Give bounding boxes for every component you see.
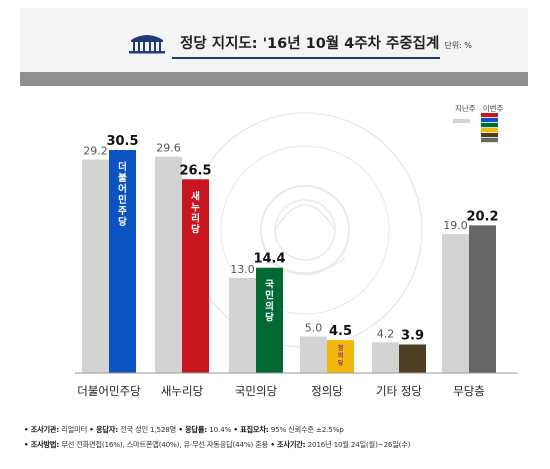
legend-swatches: [453, 113, 498, 143]
watermark-seal: [187, 112, 423, 348]
footnote-item-text: 무선 전화면접(16%), 스마트폰앱(40%), 유·무선 자동응답(44%)…: [61, 440, 269, 449]
category-label-5: 무당층: [453, 384, 485, 398]
bar-curr-2: [256, 267, 283, 373]
bar-curr-0: [109, 150, 136, 373]
bar-curr-1: [182, 179, 209, 373]
footnote-item-label: • 응답률:: [176, 425, 210, 434]
legend-curr-swatch-1: [481, 118, 498, 123]
value-label-curr-1: 26.5: [179, 163, 211, 178]
legend-curr-swatch-0: [481, 113, 498, 118]
chart-title: 정당 지지도: '16년 10월 4주차 주중집계: [180, 36, 440, 52]
footnote-item: • 조사기관: 리얼미터: [24, 425, 87, 434]
footnote-item: • 조사방법: 무선 전화면접(16%), 스마트폰앱(40%), 유·무선 자…: [24, 440, 268, 449]
bar-prev-5: [442, 234, 469, 373]
value-label-prev-1: 29.6: [156, 142, 181, 155]
footnote-item: • 조사기간: 2016년 10월 24일(월)~26일(수): [268, 440, 410, 449]
bar-prev-1: [155, 156, 182, 373]
footnote-item-label: • 응답자:: [86, 425, 121, 434]
footnote: • 조사기관: 리얼미터 • 응답자: 전국 성인 1,528명 • 응답률: …: [24, 422, 528, 452]
bar-prev-3: [300, 336, 327, 373]
footnote-item-text: 10.4%: [209, 425, 232, 434]
legend-curr-swatch-4: [481, 133, 498, 138]
footnote-item-label: • 조사기관:: [24, 425, 62, 434]
category-label-4: 기타 정당: [376, 384, 422, 398]
footnote-item: • 응답자: 전국 성인 1,528명: [87, 425, 176, 434]
category-label-1: 새누리당: [161, 384, 204, 398]
category-label-0: 더불어민주당: [77, 384, 141, 398]
value-label-prev-5: 19.0: [443, 219, 468, 232]
legend-prev-swatch: [453, 119, 470, 123]
national-assembly-icon: [129, 35, 165, 54]
title-underline: [172, 57, 440, 59]
footnote-item-text: 전국 성인 1,528명: [120, 425, 177, 434]
footnote-line-1: • 조사기관: 리얼미터 • 응답자: 전국 성인 1,528명 • 응답률: …: [24, 422, 528, 437]
bar-curr-4: [399, 344, 426, 373]
bar-curr-5: [469, 225, 496, 373]
legend-curr-swatch-3: [481, 128, 498, 133]
footnote-item-label: • 조사기간:: [268, 440, 308, 449]
chart-frame: 정당 지지도: '16년 10월 4주차 주중집계 단위: % 지난주 이번주 …: [20, 8, 528, 456]
legend-curr-swatch-5: [481, 138, 498, 143]
unit-label: 단위: %: [444, 41, 472, 50]
footnote-item-text: 리얼미터: [61, 425, 87, 434]
value-label-prev-2: 13.0: [230, 263, 255, 276]
category-label-2: 국민의당: [235, 384, 278, 398]
category-label-3: 정의당: [311, 384, 343, 398]
footnote-item-text: 2016년 10월 24일(월)~26일(수): [307, 440, 411, 449]
footnote-item: • 응답률: 10.4%: [176, 425, 231, 434]
legend-prev-label: 지난주: [455, 104, 476, 113]
bar-prev-0: [82, 159, 109, 373]
bar-prev-4: [372, 342, 399, 373]
legend-curr-label: 이번주: [482, 104, 504, 113]
header-band: [20, 72, 528, 86]
footnote-line-2: • 조사방법: 무선 전화면접(16%), 스마트폰앱(40%), 유·무선 자…: [24, 437, 528, 452]
bar-prev-2: [229, 277, 256, 373]
footnote-item-label: • 조사방법:: [24, 440, 62, 449]
value-label-curr-2: 14.4: [253, 252, 285, 267]
value-label-prev-3: 5.0: [305, 321, 323, 334]
value-label-prev-0: 29.2: [83, 145, 108, 158]
value-label-prev-4: 4.2: [377, 327, 395, 340]
footnote-item: • 표집오차: 95% 신뢰수준 ±2.5%p: [231, 425, 343, 434]
value-label-curr-0: 30.5: [106, 134, 138, 149]
footnote-item-label: • 표집오차:: [231, 425, 271, 434]
value-label-curr-5: 20.2: [466, 209, 498, 224]
bar-curr-3: [327, 340, 354, 373]
legend: 지난주 이번주: [455, 103, 503, 114]
legend-curr-swatch-2: [481, 123, 498, 128]
value-label-curr-4: 3.9: [401, 328, 424, 343]
footnote-item-text: 95% 신뢰수준 ±2.5%p: [270, 425, 344, 434]
value-label-curr-3: 4.5: [329, 324, 352, 339]
chart-header: [20, 8, 528, 72]
